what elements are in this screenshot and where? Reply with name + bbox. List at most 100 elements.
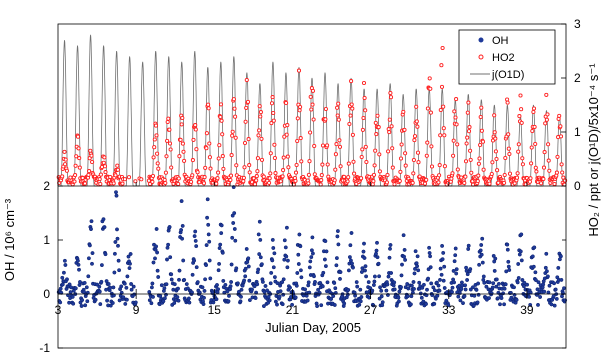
oh-point [281,292,286,297]
oh-point [79,304,84,308]
ho2-point [281,155,286,160]
ho2-point [311,117,316,122]
ho2-point [415,124,420,129]
oh-point [194,244,199,249]
oh-point [442,264,447,269]
oh-point [181,258,186,263]
oh-point [506,264,511,269]
ho2-point [271,118,276,123]
oh-point [428,265,433,270]
ho2-point [496,180,501,185]
ho2-point [441,104,446,109]
oh-point [386,274,391,279]
ho2-point [335,105,340,110]
oh-point [71,301,76,306]
oh-point [147,298,152,303]
ho2-point [191,137,196,142]
oh-point [238,299,243,304]
oh-point [359,270,364,274]
ho2-point [518,93,523,98]
oh-point [206,222,211,227]
oh-point [487,280,492,285]
ho2-point [377,169,382,174]
ho2-point [493,149,498,154]
oh-point [176,286,180,291]
ho2-point [164,154,169,159]
oh-point [128,261,132,266]
oh-point [230,235,235,240]
oh-point [354,280,359,285]
ho2-point [284,132,289,137]
oh-point [551,294,556,299]
oh-point [385,282,390,287]
oh-point [476,281,481,286]
oh-point [411,280,416,284]
oh-point [310,235,315,240]
ho2-point [296,68,302,73]
oh-point [129,282,134,286]
ho2-point [167,141,173,146]
oh-point [536,280,541,285]
oh-point [438,266,443,271]
oh-point [203,277,208,282]
ho2-point [230,129,235,134]
ho2-point [126,175,132,180]
oh-point [396,295,401,300]
oh-point [112,251,117,256]
ho2-point [255,156,260,161]
ho2-point [541,176,546,182]
oh-point [221,278,226,283]
ho2-point [180,115,185,121]
oh-point [478,248,483,253]
oh-point [206,232,211,237]
oh-point [280,302,285,307]
ho2-point [462,180,467,186]
oh-point [284,254,289,259]
oh-point [451,268,456,273]
ho2-point [438,133,443,138]
oh-point [350,261,354,266]
ho2-point [244,77,249,83]
oh-point [243,266,248,271]
oh-point [435,293,440,298]
ho2-point [229,153,234,158]
ho2-point [115,167,120,172]
ho2-point [206,102,211,107]
ho2-point [349,79,354,84]
ho2-point [103,170,108,175]
oh-point [332,303,337,307]
ho2-point [323,106,328,112]
oh-point [307,265,312,270]
oh-point [536,302,540,307]
oh-point [342,301,347,306]
oh-point [233,238,238,243]
oh-point [165,257,169,262]
ho2-point [101,160,106,165]
ho2-point [320,143,326,148]
ho2-point [60,174,65,179]
oh-point [296,262,301,266]
ho2-point [359,176,364,181]
oh-point [190,272,195,277]
oh-point [361,249,366,254]
ho2-point [454,122,459,127]
oh-point [415,264,420,269]
oh-point [372,274,377,279]
oh-point [70,294,75,299]
ho2-point [281,168,286,173]
oh-point [149,285,154,290]
oh-point [437,288,442,293]
ho2-point [388,95,394,100]
ho2-point [333,152,338,157]
ho2-point [102,155,107,160]
ho2-point [455,167,460,172]
oh-point [179,228,184,232]
oh-point [384,288,389,293]
series-jo1d [58,34,566,187]
ho2-point [439,63,444,68]
ho2-point [527,179,532,184]
top-y-tick-label: 3 [574,17,581,31]
ho2-point [153,123,159,128]
oh-point [527,294,532,299]
oh-point [426,276,431,281]
